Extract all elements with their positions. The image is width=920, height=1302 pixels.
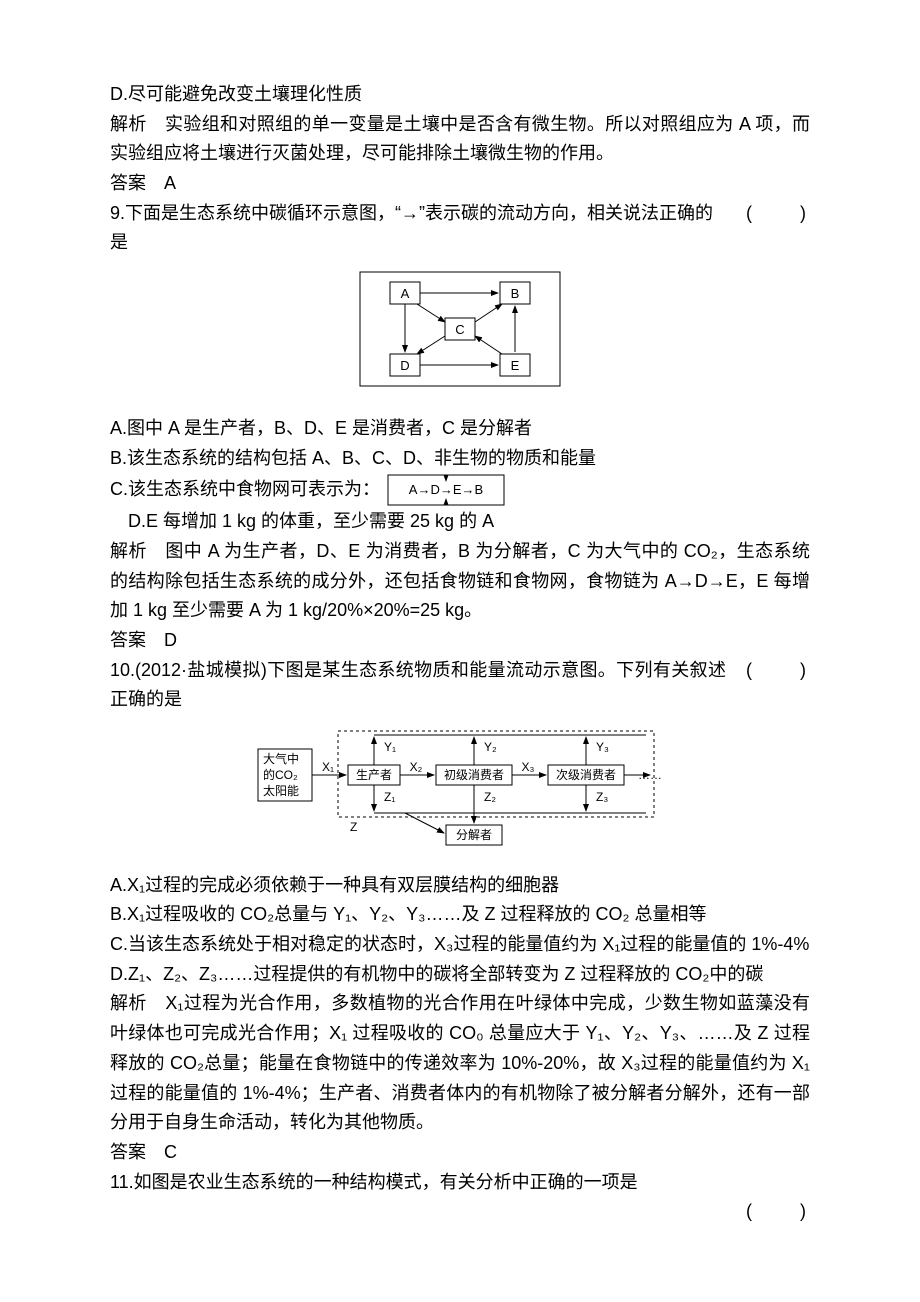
x3-label: X₃ [522,760,535,774]
q11-paren: ( ) [110,1197,810,1227]
x2-label: X₂ [410,760,423,774]
analysis-text: 实验组和对照组的单一变量是土壤中是否含有微生物。所以对照组应为 A 项，而实验组… [110,114,810,164]
q10-option-d: D.Z₁、Z₂、Z₃……过程提供的有机物中的碳将全部转变为 Z 过程释放的 CO… [110,960,810,990]
node-secondary: 次级消费者 [556,768,616,782]
fig-box-a: A [401,286,410,301]
q10-analysis: 解析 X₁过程为光合作用，多数植物的光合作用在叶绿体中完成，少数生物如蓝藻没有叶… [110,989,810,1137]
node-primary: 初级消费者 [444,768,504,782]
answer-label: 答案 [110,173,146,193]
z1-label: Z₁ [384,790,395,804]
analysis-label: 解析 [110,541,147,561]
analysis-text: 图中 A 为生产者，D、E 为消费者，B 为分解者，C 为大气中的 CO₂，生态… [110,541,810,620]
q10-option-b: B.X₁过程吸收的 CO₂总量与 Y₁、Y₂、Y₃……及 Z 过程释放的 CO₂… [110,900,810,930]
answer-text: C [164,1142,177,1162]
q9-option-c-row: C.该生态系统中食物网可表示为： A→D→E→B [110,473,810,507]
q9-option-c-figure: A→D→E→B [386,473,506,507]
q9-figure: A B C D E [110,264,810,404]
answer-label: 答案 [110,1142,146,1162]
q9-stem-row: 9.下面是生态系统中碳循环示意图，“→”表示碳的流动方向，相关说法正确的是 ( … [110,199,810,258]
q9-option-b: B.该生态系统的结构包括 A、B、C、D、非生物的物质和能量 [110,444,810,474]
q8-answer: 答案 A [110,169,810,199]
analysis-label: 解析 [110,993,147,1013]
left-label-1: 大气中 [263,751,299,766]
y1-label: Y₁ [384,740,396,754]
q9-paren: ( ) [726,199,810,229]
fig-box-c: C [455,322,464,337]
q9-analysis: 解析 图中 A 为生产者，D、E 为消费者，B 为分解者，C 为大气中的 CO₂… [110,537,810,626]
left-label-2: 的CO₂ [263,767,298,782]
fig-box-b: B [511,286,520,301]
node-decomposer: 分解者 [456,828,492,842]
q10-stem: 10.(2012·盐城模拟)下图是某生态系统物质和能量流动示意图。下列有关叙述正… [110,656,726,715]
node-producer: 生产者 [356,768,392,782]
q8-analysis: 解析 实验组和对照组的单一变量是土壤中是否含有微生物。所以对照组应为 A 项，而… [110,110,810,169]
q9-stem: 9.下面是生态系统中碳循环示意图，“→”表示碳的流动方向，相关说法正确的是 [110,199,726,258]
q10-option-a: A.X₁过程的完成必须依赖于一种具有双层膜结构的细胞器 [110,871,810,901]
q9-chain-text: A→D→E→B [409,482,483,497]
q11-stem: 11.如图是农业生态系统的一种结构模式，有关分析中正确的一项是 [110,1168,810,1198]
z3-label: Z₃ [596,790,608,804]
q10-option-c: C.当该生态系统处于相对稳定的状态时，X₃过程的能量值约为 X₁过程的能量值的 … [110,930,810,960]
fig-box-d: D [400,358,409,373]
q10-answer: 答案 C [110,1138,810,1168]
y2-label: Y₂ [484,740,497,754]
z2-label: Z₂ [484,790,496,804]
left-label-3: 太阳能 [263,783,299,798]
q10-stem-row: 10.(2012·盐城模拟)下图是某生态系统物质和能量流动示意图。下列有关叙述正… [110,656,810,715]
x1-label: X₁ [322,760,334,774]
q9-option-d: D.E 每增加 1 kg 的体重，至少需要 25 kg 的 A [110,507,810,537]
q10-figure: 大气中 的CO₂ 太阳能 生产者 初级消费者 次级消费者 …… 分解者 X₁ X… [110,721,810,861]
q8-option-d: D.尽可能避免改变土壤理化性质 [110,80,810,110]
q9-answer: 答案 D [110,626,810,656]
analysis-label: 解析 [110,114,147,134]
answer-text: A [164,173,176,193]
fig-box-e: E [511,358,520,373]
answer-text: D [164,630,177,650]
z-label: Z [350,820,357,834]
answer-label: 答案 [110,630,146,650]
y3-label: Y₃ [596,740,609,754]
q9-option-a: A.图中 A 是生产者，B、D、E 是消费者，C 是分解者 [110,414,810,444]
analysis-text: X₁过程为光合作用，多数植物的光合作用在叶绿体中完成，少数生物如蓝藻没有叶绿体也… [110,993,810,1132]
q9-option-c-prefix: C.该生态系统中食物网可表示为： [110,475,380,505]
q10-paren: ( ) [726,656,810,686]
